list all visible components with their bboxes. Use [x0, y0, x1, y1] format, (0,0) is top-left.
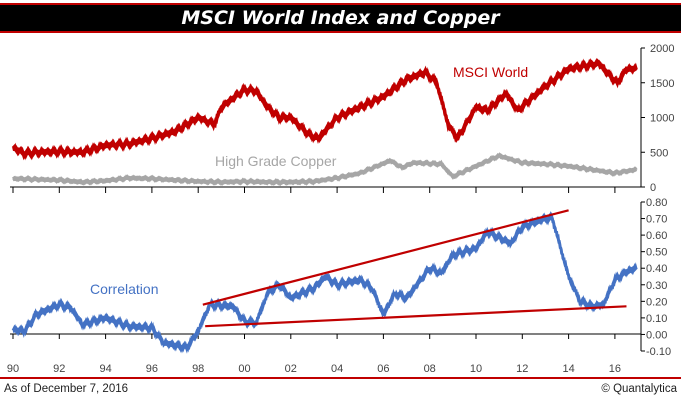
x-tick-label: 90 [7, 363, 19, 375]
copper-line [11, 152, 638, 187]
y-tick-label: 0.60 [646, 230, 667, 242]
y-tick-label: 500 [650, 147, 668, 159]
x-tick-label: 94 [99, 363, 111, 375]
y-tick-label: 0.40 [646, 263, 667, 275]
x-tick-label: 02 [285, 363, 297, 375]
correlation-line [11, 210, 638, 354]
y-tick-label: 0.70 [646, 214, 667, 226]
y-tick-label: 0.00 [646, 329, 667, 341]
x-tick-label: 98 [192, 363, 204, 375]
x-tick-label: 16 [609, 363, 621, 375]
y-tick-label: 1500 [650, 78, 674, 90]
y-tick-label: 0.50 [646, 247, 667, 259]
x-tick-label: 92 [53, 363, 65, 375]
as-of-date: As of December 7, 2016 [4, 383, 129, 395]
msci-world-line [11, 57, 638, 161]
x-tick-label: 08 [424, 363, 436, 375]
y-tick-label: 1000 [650, 113, 674, 125]
x-tick-label: 96 [146, 363, 158, 375]
footer-divider [0, 377, 681, 379]
correlation-label: Correlation [90, 281, 158, 297]
y-tick-label: 0 [650, 182, 656, 194]
x-tick-label: 04 [331, 363, 343, 375]
trendline-lower [205, 305, 627, 328]
x-tick-label: 12 [516, 363, 528, 375]
x-tick-label: 14 [562, 363, 574, 375]
chart-title: MSCI World Index and Copper [0, 3, 681, 33]
y-tick-label: -0.10 [646, 346, 671, 358]
y-tick-label: 0.20 [646, 296, 667, 308]
y-tick-label: 0.10 [646, 313, 667, 325]
y-tick-label: 0.30 [646, 280, 667, 292]
trendline-upper [202, 209, 569, 306]
copyright: © Quantalytica [601, 383, 677, 395]
y-tick-label: 2000 [650, 43, 674, 55]
y-tick-label: 0.80 [646, 197, 667, 209]
copper-label: High Grade Copper [215, 153, 337, 169]
x-tick-label: 06 [377, 363, 389, 375]
msci-world-label: MSCI World [453, 64, 528, 80]
x-tick-label: 00 [238, 363, 250, 375]
x-tick-label: 10 [470, 363, 482, 375]
